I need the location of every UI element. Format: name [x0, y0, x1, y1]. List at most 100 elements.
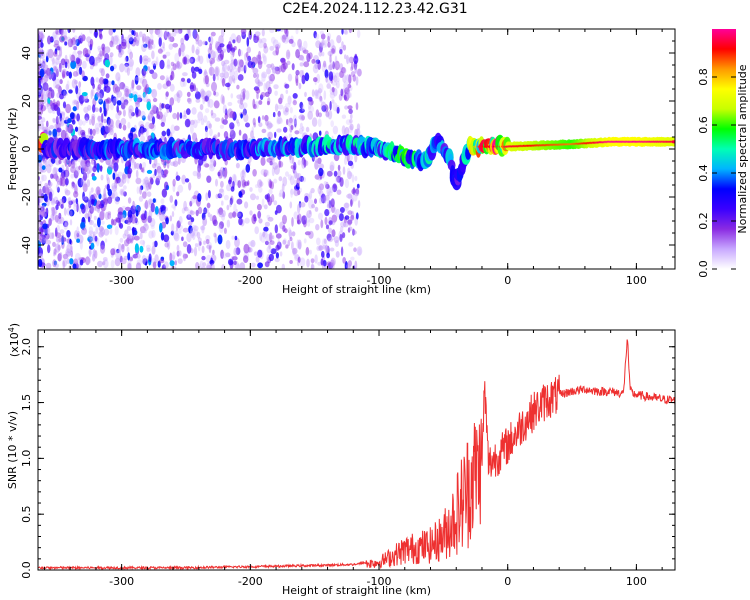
noise-speckle	[192, 119, 198, 129]
noise-speckle	[314, 174, 320, 180]
noise-speckle	[109, 128, 114, 136]
noise-speckle	[254, 77, 260, 84]
noise-speckle	[223, 194, 229, 201]
noise-speckle	[308, 230, 314, 239]
noise-speckle	[169, 215, 173, 222]
noise-speckle	[46, 102, 49, 108]
noise-speckle	[127, 167, 133, 175]
noise-speckle	[251, 126, 254, 133]
noise-speckle	[194, 66, 200, 72]
noise-speckle	[266, 121, 273, 130]
noise-speckle	[242, 90, 246, 100]
noise-speckle	[254, 226, 259, 235]
noise-speckle	[261, 37, 267, 44]
noise-speckle	[111, 94, 114, 103]
noise-speckle	[38, 48, 43, 54]
noise-speckle	[136, 85, 142, 91]
noise-speckle	[219, 124, 224, 129]
noise-speckle	[41, 63, 47, 69]
noise-speckle	[172, 251, 176, 260]
noise-speckle	[318, 183, 325, 191]
noise-speckle	[293, 169, 298, 179]
noise-speckle	[144, 121, 151, 130]
noise-speckle	[192, 132, 197, 142]
noise-speckle	[65, 170, 69, 179]
noise-speckle	[320, 42, 327, 49]
noise-speckle	[338, 213, 344, 222]
noise-speckle	[102, 259, 109, 269]
noise-speckle	[124, 62, 130, 67]
noise-speckle	[112, 83, 119, 94]
noise-speckle	[325, 111, 330, 118]
noise-speckle	[131, 161, 137, 171]
noise-speckle	[236, 198, 243, 205]
noise-speckle	[52, 211, 57, 221]
noise-speckle	[149, 110, 156, 115]
noise-speckle	[139, 226, 146, 234]
noise-speckle	[339, 225, 344, 233]
noise-speckle	[112, 190, 118, 200]
noise-speckle	[204, 108, 210, 114]
noise-speckle	[205, 129, 209, 139]
noise-speckle	[173, 93, 180, 102]
noise-speckle	[67, 40, 71, 48]
noise-speckle	[318, 197, 323, 204]
noise-speckle	[341, 29, 344, 35]
noise-speckle	[187, 58, 194, 63]
signal-core	[671, 140, 675, 144]
noise-speckle	[117, 52, 123, 58]
noise-speckle	[314, 89, 319, 97]
noise-speckle	[192, 170, 198, 177]
noise-speckle	[127, 121, 131, 129]
noise-speckle	[53, 79, 57, 89]
noise-speckle	[150, 224, 155, 230]
noise-speckle	[165, 51, 171, 57]
noise-speckle	[59, 35, 65, 43]
noise-speckle	[262, 55, 267, 65]
noise-speckle	[347, 92, 351, 99]
noise-speckle	[95, 77, 99, 83]
noise-speckle	[204, 69, 207, 76]
noise-speckle	[208, 53, 211, 59]
noise-speckle	[255, 195, 259, 200]
noise-speckle	[228, 179, 232, 185]
noise-speckle	[52, 109, 56, 114]
noise-speckle	[279, 161, 284, 168]
noise-speckle	[291, 63, 295, 71]
noise-speckle	[272, 39, 279, 49]
noise-speckle	[319, 95, 323, 101]
noise-speckle	[98, 29, 102, 39]
noise-speckle	[93, 248, 96, 257]
noise-speckle	[285, 89, 289, 95]
noise-speckle	[342, 257, 347, 264]
noise-speckle	[308, 105, 315, 113]
noise-speckle	[109, 52, 114, 58]
noise-speckle	[242, 168, 246, 175]
noise-speckle	[104, 211, 110, 221]
noise-speckle	[58, 122, 62, 129]
noise-speckle	[84, 213, 90, 219]
noise-speckle	[166, 128, 171, 137]
noise-speckle	[52, 128, 58, 137]
noise-speckle	[199, 104, 204, 111]
noise-speckle	[288, 38, 294, 44]
noise-speckle	[62, 259, 67, 267]
noise-speckle	[257, 210, 262, 219]
noise-speckle	[45, 262, 52, 269]
noise-speckle	[47, 48, 54, 59]
noise-speckle	[346, 193, 353, 199]
noise-speckle	[54, 214, 60, 223]
noise-speckle	[278, 176, 283, 182]
noise-speckle	[41, 202, 47, 207]
noise-speckle	[178, 216, 183, 225]
noise-speckle	[154, 168, 157, 176]
noise-speckle	[128, 108, 133, 119]
noise-speckle	[47, 35, 52, 45]
noise-speckle	[216, 56, 221, 62]
noise-speckle	[116, 248, 120, 254]
noise-speckle	[91, 113, 96, 120]
noise-speckle	[329, 39, 335, 49]
noise-speckle	[124, 229, 129, 237]
noise-speckle	[38, 247, 43, 257]
noise-speckle	[139, 185, 143, 195]
